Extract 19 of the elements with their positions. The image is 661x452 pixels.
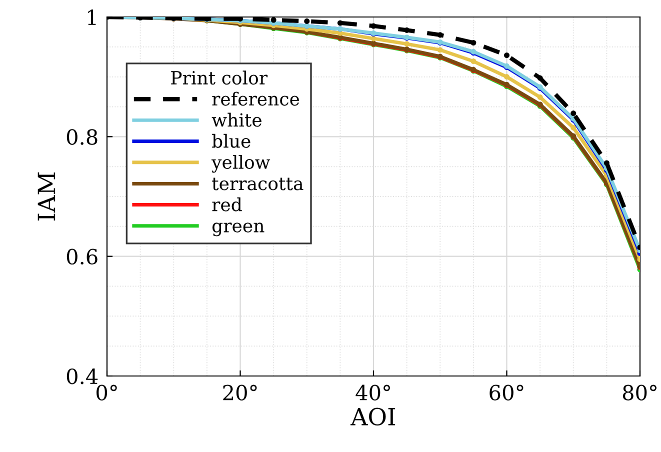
legend-label: red [212,197,242,212]
x-tick-label: 60° [490,384,524,400]
y-axis-title: IAM [38,172,56,220]
y-tick-label: 0.8 [66,129,98,145]
y-tick-label: 1 [88,9,96,25]
legend-label: yellow [211,154,270,173]
x-tick-label: 80° [622,384,656,400]
y-tick-label: 0.4 [66,368,98,384]
x-tick-label: 40° [356,384,390,400]
x-axis-title: AOI [350,408,396,426]
legend-label: blue [212,134,250,148]
y-tick-label: 0.6 [66,248,98,265]
legend-label: terracotta [212,178,304,190]
legend-label: reference [212,92,300,106]
legend-label: green [212,222,264,236]
x-tick-label: 0° [96,384,117,400]
legend-title: Print color [171,70,268,85]
x-tick-label: 20° [223,384,257,400]
legend-label: white [212,112,262,127]
